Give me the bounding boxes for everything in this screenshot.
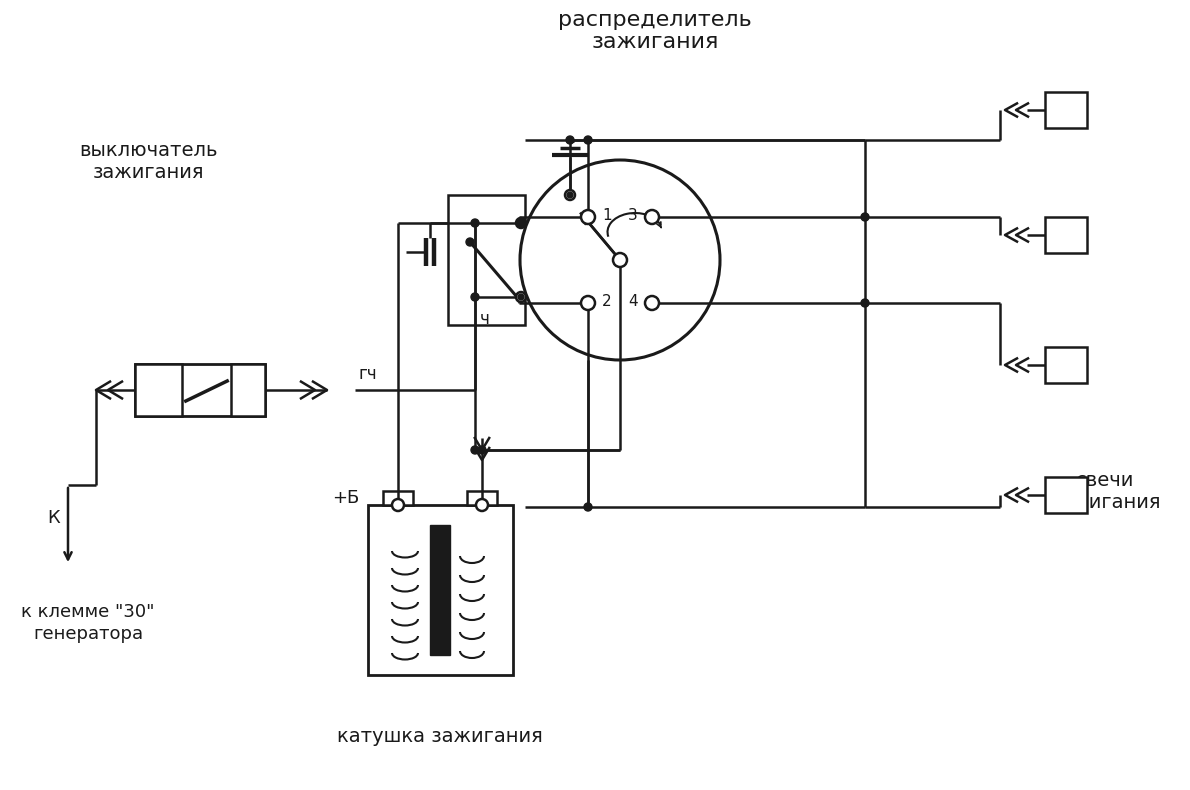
Circle shape xyxy=(581,210,595,224)
Bar xyxy=(1045,477,1086,513)
Circle shape xyxy=(862,213,869,221)
Bar xyxy=(430,525,450,655)
Circle shape xyxy=(565,190,575,200)
Bar xyxy=(383,491,413,505)
Bar xyxy=(1045,92,1086,128)
Bar xyxy=(368,505,513,675)
Circle shape xyxy=(566,136,574,144)
Bar xyxy=(1045,347,1086,383)
Bar xyxy=(134,364,265,416)
Bar xyxy=(466,491,497,505)
Text: зажигания: зажигания xyxy=(93,163,203,182)
Text: зажигания: зажигания xyxy=(591,32,719,52)
Circle shape xyxy=(581,296,595,310)
Circle shape xyxy=(613,253,627,267)
Text: выключатель: выключатель xyxy=(79,141,218,160)
Text: распределитель: распределитель xyxy=(558,10,752,30)
Text: ч: ч xyxy=(480,310,490,328)
Text: генератора: генератора xyxy=(33,625,143,643)
Circle shape xyxy=(518,294,524,300)
Circle shape xyxy=(518,220,524,226)
Text: зажигания: зажигания xyxy=(1050,492,1160,511)
Circle shape xyxy=(645,210,659,224)
Circle shape xyxy=(471,219,480,227)
Circle shape xyxy=(516,219,525,227)
Circle shape xyxy=(392,499,403,511)
Bar xyxy=(1045,217,1086,253)
Text: гч: гч xyxy=(359,365,377,383)
Circle shape xyxy=(516,218,526,228)
Circle shape xyxy=(471,293,480,301)
Text: 3: 3 xyxy=(628,208,638,223)
Bar xyxy=(447,195,525,325)
Circle shape xyxy=(466,238,474,246)
Text: 2: 2 xyxy=(602,294,612,309)
Circle shape xyxy=(520,160,720,360)
Text: к клемме "30": к клемме "30" xyxy=(21,603,155,621)
Text: 15: 15 xyxy=(236,380,252,394)
Text: 4: 4 xyxy=(628,294,638,309)
Text: +Б: +Б xyxy=(332,489,359,507)
Circle shape xyxy=(476,499,488,511)
Bar xyxy=(134,364,182,416)
Circle shape xyxy=(645,296,659,310)
Circle shape xyxy=(566,192,574,198)
Circle shape xyxy=(862,299,869,307)
Bar xyxy=(231,364,265,416)
Circle shape xyxy=(584,136,591,144)
Circle shape xyxy=(516,292,526,302)
Circle shape xyxy=(478,446,486,454)
Text: 30/: 30/ xyxy=(139,380,161,394)
Text: свечи: свечи xyxy=(1076,471,1134,490)
Text: К: К xyxy=(48,509,61,527)
Text: катушка зажигания: катушка зажигания xyxy=(337,727,543,746)
Circle shape xyxy=(584,503,591,511)
Text: 1: 1 xyxy=(602,208,612,223)
Circle shape xyxy=(471,446,480,454)
